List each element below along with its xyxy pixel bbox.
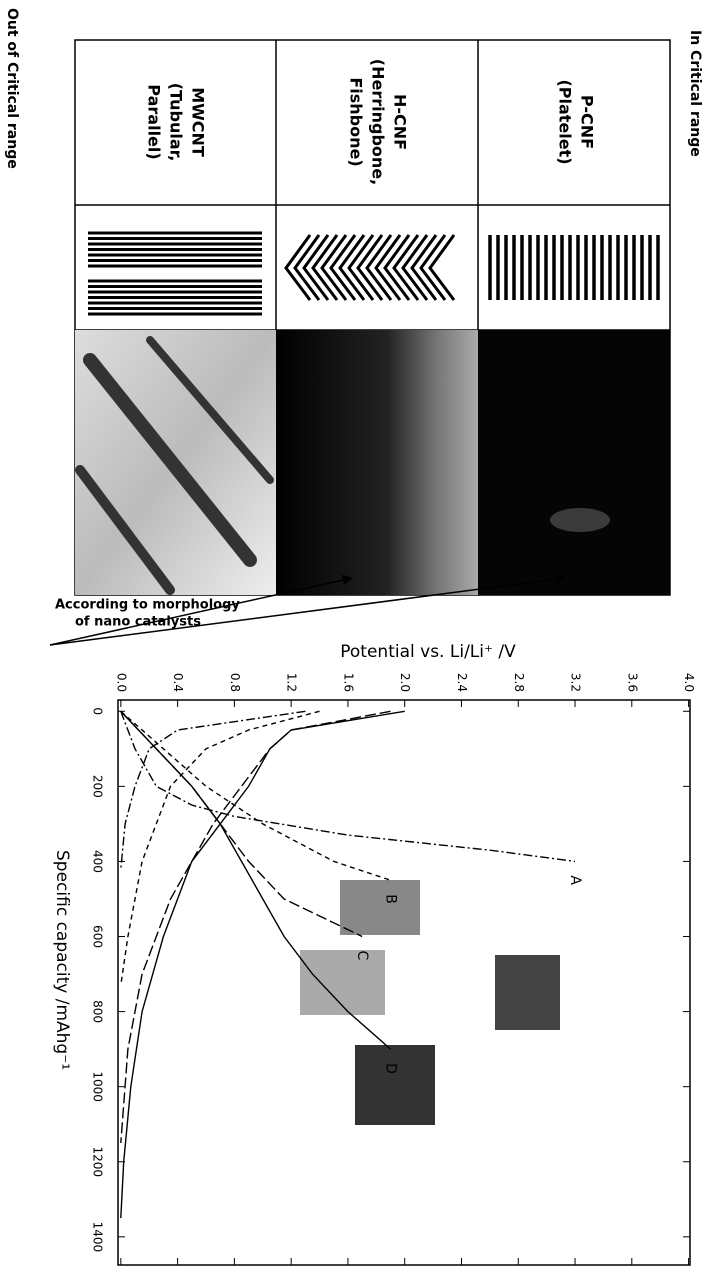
curve-label: B [383, 894, 399, 904]
range-label: In Critical range [687, 30, 703, 157]
herringbone-chevron [401, 234, 429, 301]
curve [120, 710, 363, 938]
herringbone-chevron [356, 234, 384, 301]
row-name: (Tubular, [167, 83, 186, 162]
herringbone-chevron [293, 234, 321, 301]
herringbone-chevron [392, 234, 420, 301]
row-name: P-CNF [578, 95, 597, 149]
y-tick-label: 0.8 [228, 673, 242, 692]
row-name: Fishbone) [347, 77, 366, 166]
x-tick-label: 200 [91, 775, 105, 798]
x-tick-label: 1400 [91, 1222, 105, 1253]
tem-image-streaks [75, 336, 274, 595]
annotation: of nano catalysts [75, 615, 201, 630]
x-tick-label: 0 [91, 707, 105, 715]
herringbone-chevron [365, 234, 393, 301]
inset-image [495, 955, 560, 1030]
herringbone-chevron [410, 234, 438, 301]
plot-frame [117, 699, 691, 1266]
row-name: (Herringbone, [369, 59, 388, 185]
herringbone-chevron [302, 234, 330, 301]
y-tick-label: 0.4 [171, 673, 185, 692]
y-tick-label: 3.2 [569, 673, 583, 692]
curve-label: C [354, 951, 370, 961]
herringbone-chevron [320, 234, 348, 301]
herringbone-chevron [329, 234, 357, 301]
arrow [49, 574, 354, 646]
herringbone-chevron [338, 234, 366, 301]
curve-label: A [567, 875, 583, 885]
curve [120, 710, 391, 1050]
row-name: MWCNT [189, 87, 208, 157]
curve [120, 710, 391, 881]
curve [120, 711, 576, 863]
x-axis-title: Specific capacity /mAhg⁻¹ [52, 850, 72, 1070]
herringbone-chevron [311, 234, 339, 301]
x-tick-label: 800 [91, 1000, 105, 1023]
herringbone-chevron [347, 234, 375, 301]
tem-image [478, 330, 670, 595]
row-name: Parallel) [145, 84, 164, 159]
schematics [88, 231, 660, 316]
y-tick-label: 4.0 [682, 673, 696, 692]
x-tick-label: 1000 [91, 1071, 105, 1102]
arrow [49, 574, 567, 646]
range-label: Out of Critical range [4, 8, 20, 169]
herringbone-chevron [284, 234, 312, 301]
herringbone-chevron [383, 234, 411, 301]
curve [120, 710, 306, 869]
herringbone-chevron [374, 234, 402, 301]
row-name: H-CNF [391, 94, 410, 150]
x-tick-label: 1200 [91, 1146, 105, 1177]
tem-image-detail [550, 508, 610, 532]
y-tick-label: 2.0 [398, 673, 412, 692]
y-tick-label: 2.8 [512, 673, 526, 692]
annotation: According to morphology [55, 598, 240, 613]
inset-image [340, 880, 420, 935]
y-tick-label: 1.2 [285, 673, 299, 692]
herringbone-chevron [428, 234, 456, 301]
curve-label: D [383, 1063, 399, 1074]
tem-image [276, 330, 478, 595]
herringbone-chevron [419, 234, 447, 301]
inset-image [300, 950, 385, 1015]
curve [120, 710, 320, 986]
y-tick-label: 0.0 [114, 673, 128, 692]
y-tick-label: 3.6 [625, 673, 639, 692]
y-tick-label: 2.4 [455, 673, 469, 692]
inset-image [355, 1045, 435, 1125]
x-tick-label: 600 [91, 925, 105, 948]
y-axis-title: Potential vs. Li/Li⁺ /V [340, 642, 516, 662]
row-name: (Platelet) [556, 79, 575, 164]
x-tick-label: 400 [91, 850, 105, 873]
curve [120, 710, 405, 1219]
y-tick-label: 1.6 [341, 673, 355, 692]
